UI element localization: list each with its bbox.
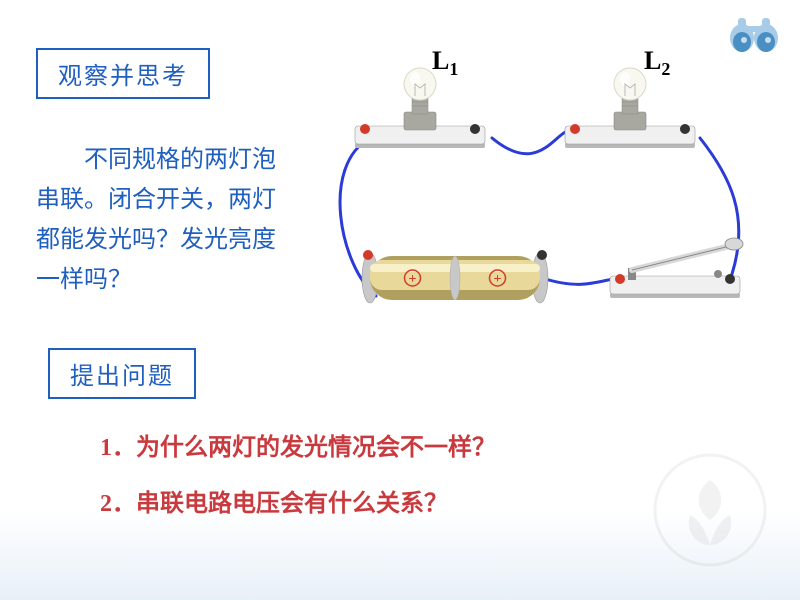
question-heading-text: 提出问题: [48, 348, 196, 399]
observe-heading-text: 观察并思考: [36, 48, 210, 99]
watermark-icon: [650, 450, 770, 570]
question-1: 1．为什么两灯的发光情况会不一样？: [100, 420, 496, 476]
question-list: 1．为什么两灯的发光情况会不一样？ 2．串联电路电压会有什么关系？: [100, 420, 496, 532]
body-paragraph: 不同规格的两灯泡串联。闭合开关，两灯都能发光吗？发光亮度一样吗？: [36, 140, 296, 300]
svg-text:+: +: [409, 272, 417, 287]
question-heading: 提出问题: [48, 348, 196, 399]
svg-text:+: +: [494, 272, 502, 287]
observe-heading: 观察并思考: [36, 48, 210, 99]
circuit-diagram: ++: [330, 46, 770, 336]
question-2: 2．串联电路电压会有什么关系？: [100, 476, 496, 532]
